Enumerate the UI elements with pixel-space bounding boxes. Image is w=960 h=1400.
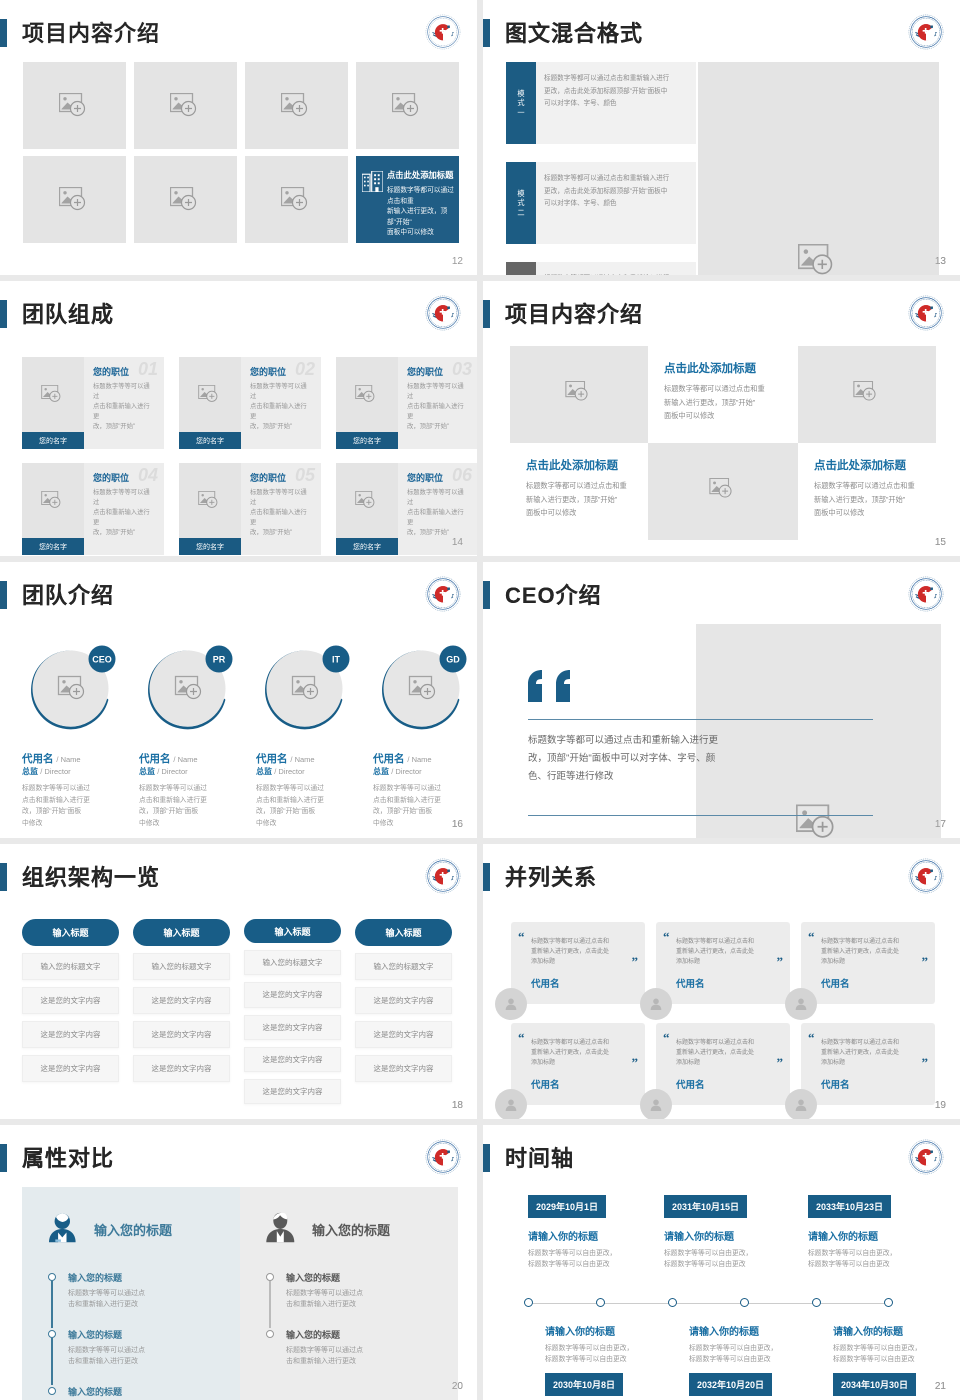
svg-text:IT: IT: [332, 655, 341, 665]
svg-text:GD: GD: [446, 655, 460, 665]
svg-text:CEO: CEO: [92, 655, 112, 665]
svg-text:PR: PR: [213, 655, 226, 665]
